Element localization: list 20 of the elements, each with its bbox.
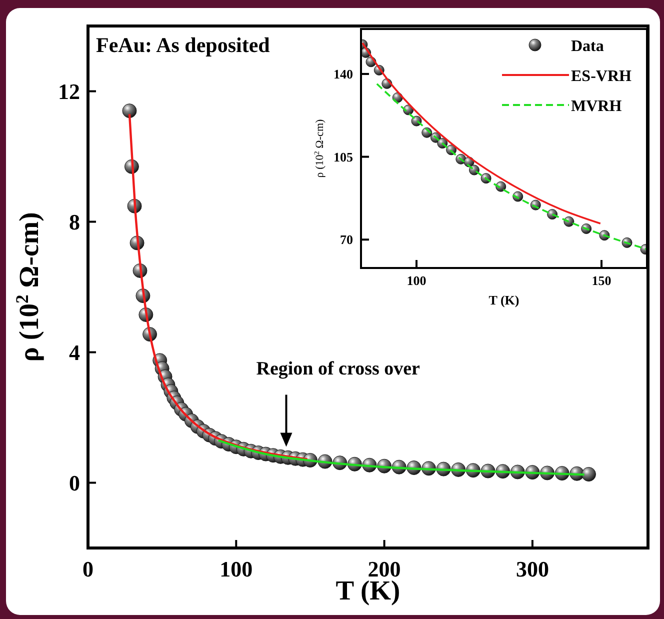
y-tick-label: 4: [69, 340, 80, 365]
legend-label: MVRH: [571, 98, 622, 115]
point: [122, 104, 137, 118]
y-tick-label: 140: [334, 66, 353, 82]
point: [581, 467, 596, 482]
x-tick-label: 150: [592, 272, 612, 288]
x-tick-label: 100: [406, 272, 426, 288]
y-tick-label: 70: [340, 232, 353, 248]
y-tick-label: 12: [58, 78, 80, 104]
x-axis-title: T (K): [488, 292, 520, 308]
y-tick-label: 8: [69, 209, 80, 234]
legend-label: ES-VRH: [571, 68, 632, 85]
annotation: FeAu: As deposited: [96, 33, 270, 57]
annotation: Region of cross over: [256, 358, 421, 380]
y-tick-label: 105: [334, 149, 354, 164]
y-tick-label: 0: [69, 470, 80, 496]
x-tick-label: 200: [368, 556, 401, 582]
x-tick-label: 300: [516, 556, 549, 582]
x-tick-label: 100: [220, 556, 253, 582]
legend-label: Data: [571, 38, 604, 55]
